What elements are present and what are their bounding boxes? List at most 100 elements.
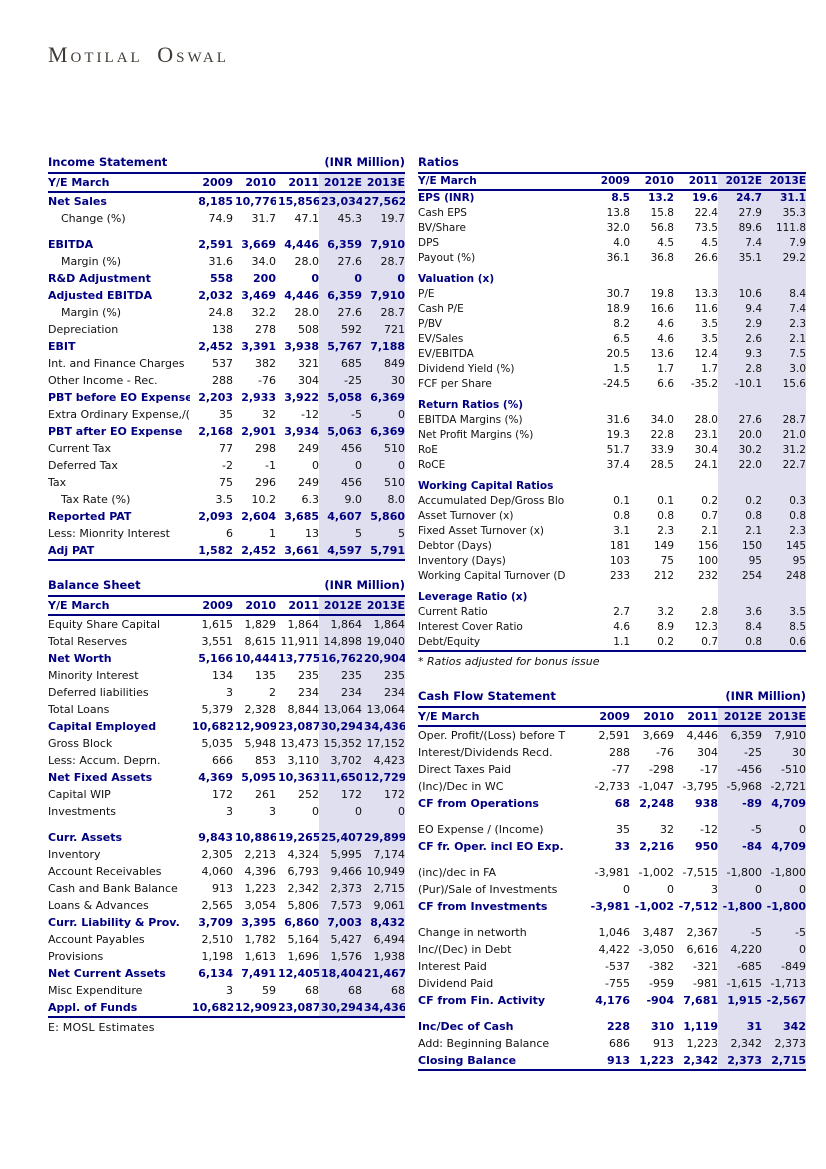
section-title: Ratios xyxy=(418,153,674,174)
cell-value: 2.3 xyxy=(657,525,674,537)
cell-value: 6.6 xyxy=(657,378,674,390)
cell-value: 5,063 xyxy=(319,423,362,440)
cell-value: -382 xyxy=(649,960,674,973)
table-row: Margin (%) 31.6 34.0 28.0 27.6 28.7 xyxy=(48,253,405,270)
cell-value: 8.0 xyxy=(362,491,405,508)
year-column-header: 2013E xyxy=(762,707,806,727)
cell-value: 27.6 xyxy=(718,413,762,428)
subsection-header-row: Return Ratios (%) xyxy=(418,398,806,413)
row-label: (Pur)/Sale of Investments xyxy=(418,883,558,896)
cell-value: 13.2 xyxy=(648,192,674,204)
cell-value: 145 xyxy=(762,539,806,554)
table-row: RoE 51.7 33.9 30.4 30.2 31.2 xyxy=(418,443,806,458)
cell-value: 7,681 xyxy=(683,994,718,1007)
cell-value: 5,995 xyxy=(319,846,362,863)
cell-value: 1,615 xyxy=(201,618,234,631)
cell-value: 1 xyxy=(269,527,276,540)
cell-value: 3,391 xyxy=(241,340,276,353)
cell-value: 1,046 xyxy=(598,926,631,939)
row-label: Current Ratio xyxy=(418,606,488,618)
cell-value: 10,776 xyxy=(235,195,276,208)
cell-value: 13 xyxy=(305,527,319,540)
table-row: Capital Employed 10,682 12,909 23,087 30,294… xyxy=(48,718,405,735)
cell-value: 3,685 xyxy=(284,510,319,523)
cell-value: 36.1 xyxy=(606,252,630,264)
cell-value: 212 xyxy=(653,570,674,582)
cell-value: 3.0 xyxy=(762,362,806,377)
cell-value: 30 xyxy=(762,744,806,761)
cell-value: 15.6 xyxy=(762,377,806,392)
table-row: Account Payables 2,510 1,782 5,164 5,427 6,49… xyxy=(48,931,405,948)
cell-value: 0.8 xyxy=(657,510,674,522)
left-column: Income Statement (INR Million) Y/E March 20… xyxy=(48,153,405,1034)
cell-value: 10,682 xyxy=(190,999,233,1018)
cell-value: 22.7 xyxy=(762,458,806,473)
spacer-cell xyxy=(586,1009,630,1018)
table-row: Loans & Advances 2,565 3,054 5,806 7,573 9,06… xyxy=(48,897,405,914)
cell-value: 1,864 xyxy=(319,615,362,633)
cell-value: 35 xyxy=(219,408,233,421)
cell-value: 2,248 xyxy=(639,797,674,810)
cell-value: 6,359 xyxy=(718,726,762,744)
row-label: Margin (%) xyxy=(61,306,122,319)
row-label: Misc Expenditure xyxy=(48,984,143,997)
cell-value: -1,800 xyxy=(718,898,762,915)
table-row: Reported PAT 2,093 2,604 3,685 4,607 5,860 xyxy=(48,508,405,525)
spacer-cell xyxy=(630,855,674,864)
cell-value: 3.5 xyxy=(701,333,718,345)
table-row: Interest Paid -537 -382 -321 -685 -849 xyxy=(418,958,806,975)
row-label: EBIT xyxy=(48,340,76,353)
cell-value: 7.4 xyxy=(762,302,806,317)
cell-value: 4,422 xyxy=(598,943,631,956)
table-row: Depreciation 138 278 508 592 721 xyxy=(48,321,405,338)
cell-value: 2,213 xyxy=(244,848,277,861)
row-label: Accumulated Dep/Gross Blo xyxy=(418,495,565,507)
cell-value: 28.0 xyxy=(294,306,320,319)
table-row: Misc Expenditure 3 59 68 68 68 xyxy=(48,982,405,999)
cell-value: -3,981 xyxy=(590,900,630,913)
cell-value: 288 xyxy=(609,746,630,759)
table-row: Minority Interest 134 135 235 235 235 xyxy=(48,667,405,684)
row-label: Investments xyxy=(48,805,117,818)
cell-value: 22.0 xyxy=(718,458,762,473)
cell-value: 181 xyxy=(609,540,630,552)
cell-value: 298 xyxy=(255,442,276,455)
cell-value: 1.5 xyxy=(613,363,630,375)
cell-value: 30.2 xyxy=(718,443,762,458)
cell-value: -1,047 xyxy=(638,780,674,793)
table-row: RoCE 37.4 28.5 24.1 22.0 22.7 xyxy=(418,458,806,473)
cell-value: 4.6 xyxy=(657,318,674,330)
cell-value: 13.3 xyxy=(694,288,718,300)
cell-value: 5,767 xyxy=(319,338,362,355)
cell-value: 913 xyxy=(586,1052,630,1071)
cell-value: 13.6 xyxy=(650,348,674,360)
cell-value: 0.2 xyxy=(701,495,718,507)
column-header-row: Y/E March 2009 2010 2011 2012E 2013E xyxy=(48,173,405,193)
cell-value: 537 xyxy=(212,357,233,370)
row-label: Curr. Assets xyxy=(48,831,123,844)
row-label: Change (%) xyxy=(61,212,126,225)
cell-value: 3.5 xyxy=(215,493,234,506)
table-row: Dividend Paid -755 -959 -981 -1,615 -1,713 xyxy=(418,975,806,992)
cell-value xyxy=(674,398,718,413)
cell-value: 8.4 xyxy=(762,287,806,302)
row-label: Less: Mionrity Interest xyxy=(48,527,170,540)
cell-value: 233 xyxy=(609,570,630,582)
cell-value: 6,359 xyxy=(319,236,362,253)
cell-value: 28.7 xyxy=(362,304,405,321)
section-title: Balance Sheet xyxy=(48,576,276,597)
table-row: DPS 4.0 4.5 4.5 7.4 7.9 xyxy=(418,236,806,251)
cell-value: 666 xyxy=(212,754,233,767)
cell-value: 0 xyxy=(667,883,674,896)
cash-flow-table-host: Cash Flow Statement (INR Million) Y/E Marc… xyxy=(418,687,806,1071)
cell-value: 2.1 xyxy=(762,332,806,347)
cell-value: 4,446 xyxy=(284,289,319,302)
row-label: Depreciation xyxy=(48,323,119,336)
cell-value: 9,466 xyxy=(319,863,362,880)
cell-value: 2,373 xyxy=(718,1052,762,1071)
spacer-cell xyxy=(418,855,586,864)
year-column-header: 2012E xyxy=(718,707,762,727)
cell-value: 9.3 xyxy=(718,347,762,362)
cell-value: 5,806 xyxy=(287,899,320,912)
spacer-cell xyxy=(718,266,762,272)
